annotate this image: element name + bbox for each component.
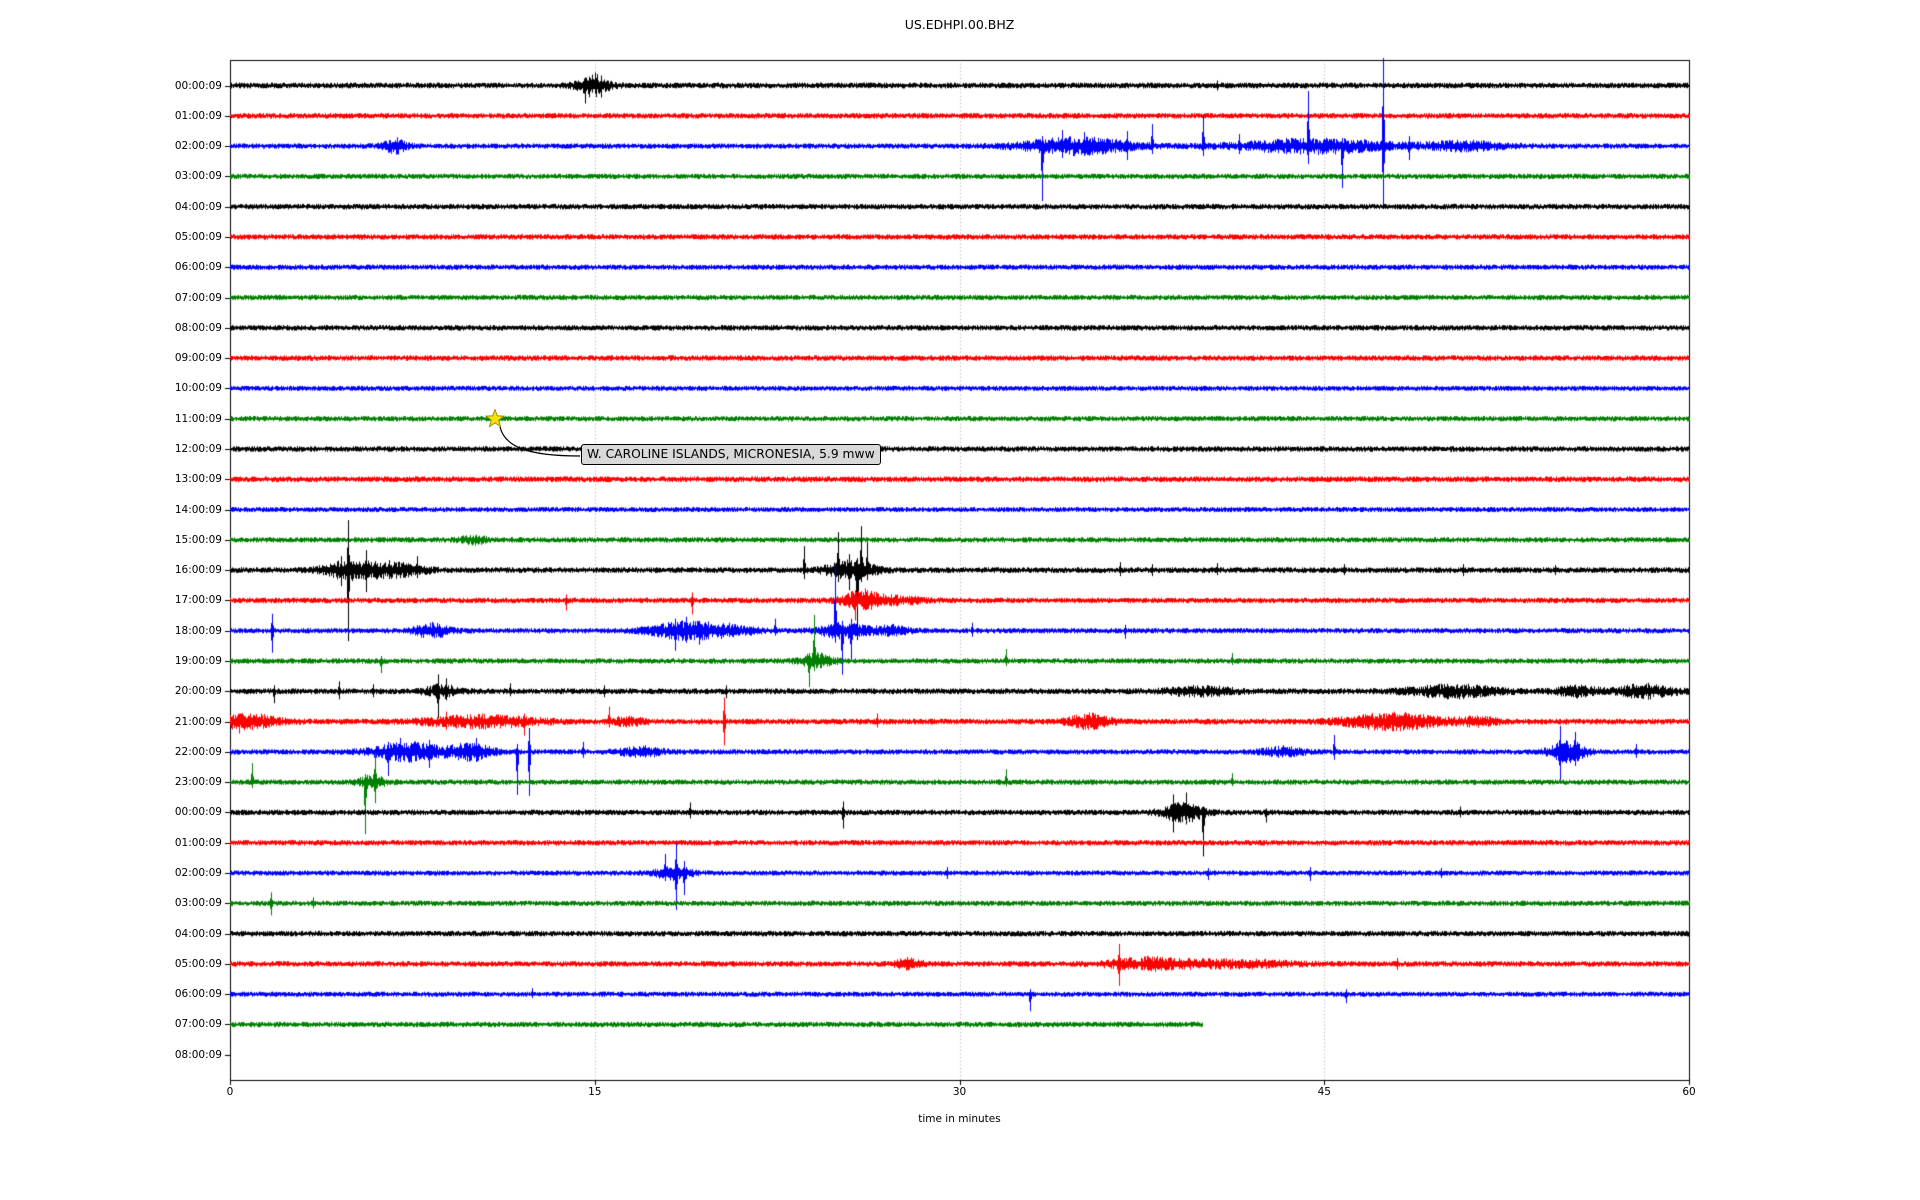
y-tick-label: 05:00:09 [174, 230, 222, 243]
x-tick-label: 45 [1317, 1086, 1331, 1098]
y-tick-label: 11:00:09 [174, 412, 222, 425]
y-tick-label: 02:00:09 [174, 867, 222, 880]
y-tick-label: 08:00:09 [174, 321, 222, 334]
y-tick-label: 00:00:09 [174, 79, 222, 92]
y-tick-label: 01:00:09 [174, 109, 222, 122]
x-axis-label: time in minutes [918, 1113, 1001, 1125]
y-tick-label: 19:00:09 [174, 655, 222, 667]
x-tick-label: 60 [1682, 1086, 1696, 1098]
y-tick-label: 00:00:09 [174, 806, 222, 819]
y-tick-label: 02:00:09 [174, 140, 222, 153]
y-tick-label: 12:00:09 [174, 442, 222, 455]
y-tick-label: 06:00:09 [174, 988, 222, 1001]
y-tick-label: 15:00:09 [174, 533, 222, 546]
y-tick-label: 01:00:09 [174, 836, 222, 849]
x-tick-label: 15 [588, 1086, 602, 1098]
y-tick-label: 09:00:09 [174, 352, 222, 365]
y-tick-label: 03:00:09 [174, 170, 222, 183]
event-annotation-label[interactable]: W. CAROLINE ISLANDS, MICRONESIA, 5.9 mww [581, 444, 881, 465]
chart-title: US.EDHPI.00.BHZ [904, 17, 1015, 32]
x-tick-label: 0 [226, 1086, 234, 1098]
y-tick-label: 07:00:09 [174, 291, 222, 304]
y-tick-label: 04:00:09 [174, 200, 222, 213]
y-tick-label: 20:00:09 [174, 685, 222, 698]
y-tick-label: 08:00:09 [174, 1048, 222, 1061]
y-tick-label: 22:00:09 [174, 745, 222, 758]
x-tick-label: 30 [952, 1086, 967, 1098]
y-tick-label: 14:00:09 [174, 503, 222, 516]
y-tick-label: 03:00:09 [174, 897, 222, 910]
y-tick-label: 17:00:09 [174, 594, 222, 607]
y-tick-label: 23:00:09 [174, 776, 222, 789]
y-tick-label: 13:00:09 [174, 473, 222, 486]
y-tick-label: 04:00:09 [174, 927, 222, 940]
y-tick-label: 10:00:09 [174, 382, 222, 395]
y-tick-label: 16:00:09 [174, 564, 222, 577]
y-tick-label: 07:00:09 [174, 1018, 222, 1031]
y-tick-label: 05:00:09 [174, 957, 222, 970]
y-tick-label: 21:00:09 [174, 715, 222, 728]
y-tick-label: 18:00:09 [174, 624, 222, 637]
y-tick-label: 06:00:09 [174, 261, 222, 274]
